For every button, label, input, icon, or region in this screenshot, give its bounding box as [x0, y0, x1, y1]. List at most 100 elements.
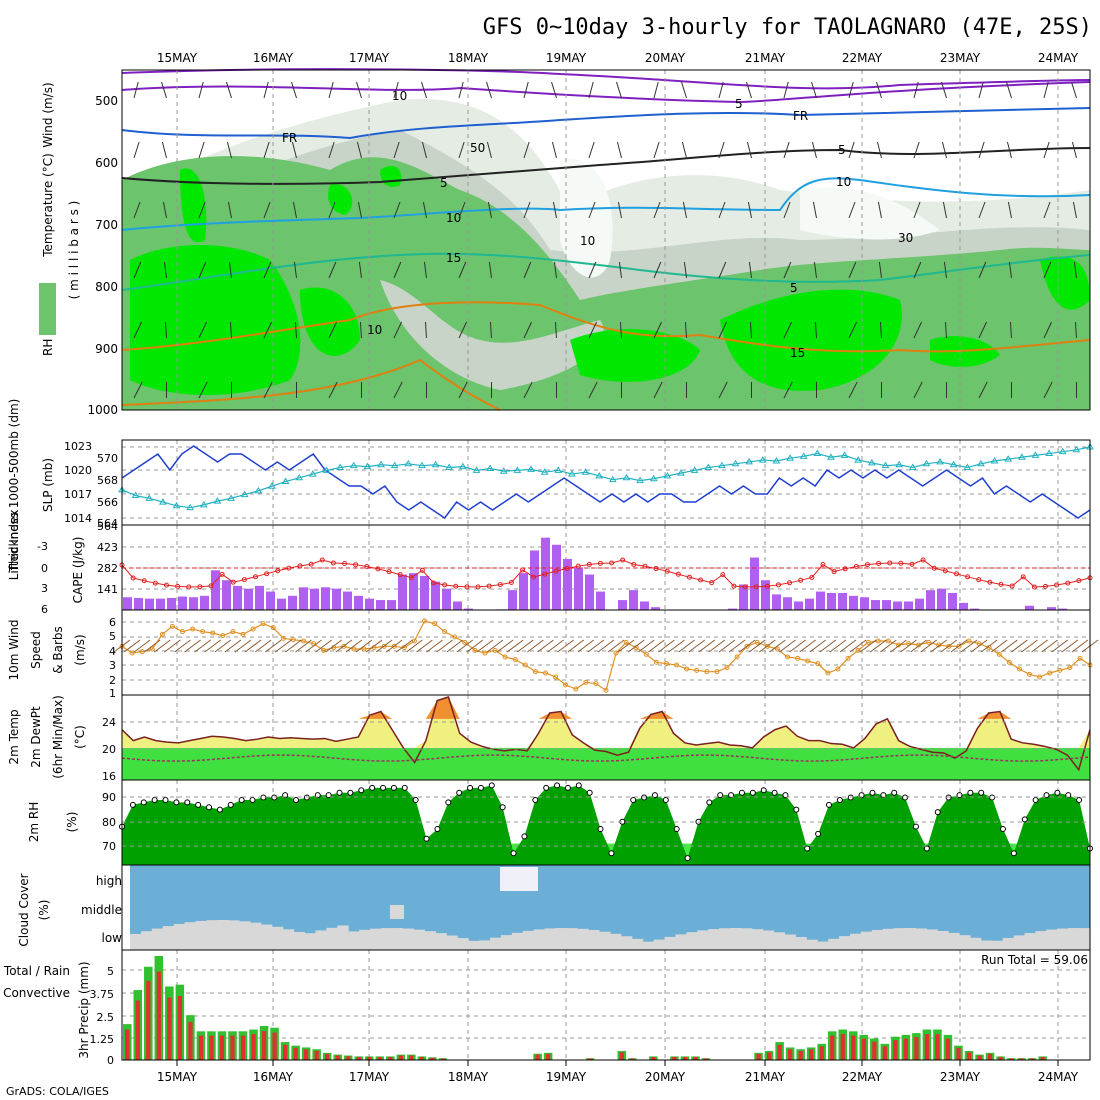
contour-label: FR — [793, 109, 808, 123]
wind-marker — [865, 639, 871, 645]
li-marker — [219, 571, 225, 577]
cloud-low-bar — [326, 927, 338, 950]
ylabel-wind-units: (m/s) — [73, 634, 87, 665]
cloud-low-bar — [970, 937, 982, 950]
cloud-low-bar — [500, 935, 513, 950]
wind-barb-10m — [748, 639, 766, 653]
wind-barb-10m — [143, 639, 161, 653]
wind-barb — [749, 321, 752, 339]
precip-conv-bar — [335, 1055, 340, 1060]
rh-marker — [923, 845, 930, 852]
wind-marker — [391, 643, 397, 649]
li-marker — [364, 564, 370, 570]
rh-marker — [760, 787, 767, 794]
wind-barb-10m — [869, 639, 887, 653]
cloud-low-bar — [304, 933, 316, 950]
wind-marker — [734, 654, 740, 660]
wind-barb — [718, 81, 724, 99]
contour-label: 5 — [790, 281, 798, 295]
li-marker — [609, 560, 615, 566]
rh-marker — [869, 789, 876, 796]
li-marker — [853, 563, 859, 569]
cloud-tick: low — [102, 931, 123, 945]
wind-barb-10m — [254, 639, 272, 653]
contour-label: 50 — [470, 141, 485, 155]
wind-barb — [486, 81, 492, 99]
wind-barb-10m — [506, 639, 524, 653]
date-label-top: 15MAY — [157, 51, 198, 65]
wind-barb-10m — [123, 639, 141, 653]
wind-marker — [926, 639, 932, 645]
wind-tick: 4 — [109, 645, 116, 658]
wind-marker — [240, 631, 246, 637]
wind-tick: 5 — [109, 630, 116, 643]
run-total: Run Total = 59.06 — [981, 953, 1088, 967]
thickness-marker — [745, 457, 754, 465]
wind-panel: 65 43 21 10m Wind Speed & Barbs (m/s) — [7, 609, 1099, 700]
li-tick: -3 — [37, 540, 48, 553]
wind-barb-10m — [264, 639, 282, 653]
wind-barb — [619, 321, 622, 339]
li-marker — [1054, 582, 1060, 588]
top-date-axis: 15MAY 16MAY 17MAY 18MAY 19MAY 20MAY 21MAY 22MAY… — [157, 51, 1079, 65]
thickness-marker — [922, 459, 931, 467]
wind-marker — [492, 647, 498, 653]
wind-barb — [978, 261, 987, 279]
cloud-low-bar — [850, 933, 862, 950]
rh-bright-9 — [1040, 256, 1090, 310]
wind-barb — [783, 201, 791, 219]
wind-barb — [1043, 381, 1053, 399]
wind-barb-10m — [900, 639, 917, 653]
rh-tick: 80 — [102, 816, 116, 829]
wind-marker — [1067, 665, 1073, 671]
thickness-marker — [1058, 447, 1067, 455]
wind-marker — [603, 687, 609, 693]
cloud-low-bar — [380, 928, 393, 950]
cloud-low-bar — [762, 930, 775, 950]
wind-barb — [879, 321, 882, 339]
chart-title: GFS 0~10day 3-hourly for TAOLAGNARO (47E… — [483, 15, 1092, 40]
li-marker — [920, 557, 926, 563]
wind-marker — [290, 637, 296, 643]
cape-bar — [233, 585, 242, 610]
temp-line — [121, 696, 1091, 772]
cape-bar — [332, 588, 341, 610]
cape-bar — [464, 608, 473, 610]
wind-barb-10m — [476, 639, 494, 653]
cloud-low-bar — [991, 940, 1004, 950]
rh-marker — [227, 801, 234, 808]
cape-bar — [255, 585, 264, 610]
wind-barb — [523, 81, 529, 99]
thickness-marker — [608, 475, 617, 483]
cloud-low-bar — [151, 928, 164, 950]
rh-bright-7 — [720, 289, 902, 391]
rh-marker — [151, 796, 158, 803]
precip-tick: 3.75 — [90, 988, 115, 1001]
rh-marker — [728, 792, 735, 799]
precip-conv-bar — [893, 1040, 898, 1060]
wind-marker — [966, 638, 972, 644]
wind-barb-10m — [960, 639, 978, 653]
rh-marker — [1032, 796, 1039, 803]
wind-marker — [1037, 674, 1043, 680]
rh-marker — [336, 789, 343, 796]
thickness-marker — [949, 460, 958, 468]
wind-barb — [876, 81, 882, 99]
cape-bar — [211, 570, 220, 610]
wind-marker — [250, 626, 256, 632]
cloud-low-bar — [173, 923, 186, 950]
wind-barb-10m — [577, 639, 595, 653]
wind-barb — [133, 261, 142, 279]
wind-barb — [616, 81, 622, 99]
cape-bar — [134, 597, 143, 610]
wind-barb-10m — [769, 639, 786, 653]
cape-bar — [288, 595, 297, 610]
wind-barb-10m — [1011, 639, 1028, 653]
precip-conv-bar — [998, 1056, 1003, 1060]
temp-tick: 24 — [102, 716, 116, 729]
cloud-low-bar — [948, 932, 960, 950]
cape-bar — [651, 607, 660, 610]
precip-conv-bar — [304, 1049, 309, 1060]
wind-marker — [593, 681, 599, 687]
